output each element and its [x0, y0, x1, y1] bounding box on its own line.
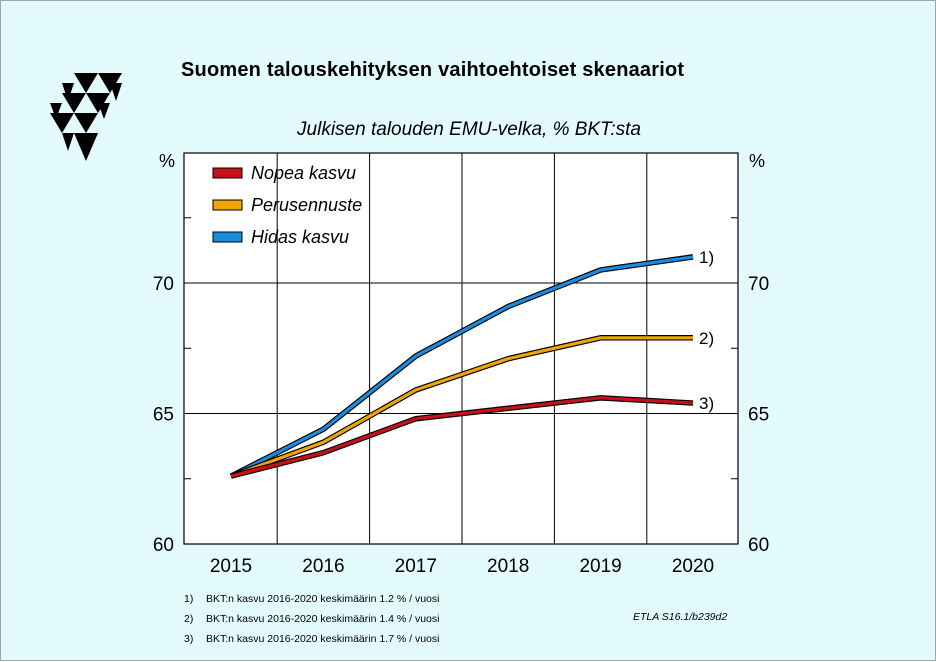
- y-tick-label-left: 70: [153, 274, 174, 295]
- series-end-label: 3): [699, 394, 714, 413]
- footnotes: 1)BKT:n kasvu 2016-2020 keskimäärin 1.2 …: [184, 589, 439, 649]
- legend-swatch: [213, 200, 242, 210]
- y-tick-label-left: 60: [153, 535, 174, 556]
- x-tick-label: 2015: [210, 556, 252, 577]
- legend-label: Hidas kasvu: [251, 227, 349, 247]
- legend-label: Nopea kasvu: [251, 163, 356, 183]
- footnote-1: 1)BKT:n kasvu 2016-2020 keskimäärin 1.2 …: [184, 589, 439, 609]
- footnote-3: 3)BKT:n kasvu 2016-2020 keskimäärin 1.7 …: [184, 629, 439, 649]
- footnote-2: 2)BKT:n kasvu 2016-2020 keskimäärin 1.4 …: [184, 609, 439, 629]
- source-note: ETLA S16.1/b239d2: [633, 611, 727, 623]
- y-tick-label-right: 60: [748, 535, 769, 556]
- y-tick-label-left: 65: [153, 405, 174, 426]
- x-tick-label: 2019: [579, 556, 621, 577]
- series-end-label: 1): [699, 248, 714, 267]
- x-tick-label: 2017: [395, 556, 437, 577]
- y-tick-label-right: 70: [748, 274, 769, 295]
- y-tick-label-right: 65: [748, 405, 769, 426]
- series-end-label: 2): [699, 329, 714, 348]
- legend-swatch: [213, 232, 242, 242]
- x-tick-label: 2016: [302, 556, 344, 577]
- legend-swatch: [213, 168, 242, 178]
- legend-label: Perusennuste: [251, 195, 362, 215]
- x-tick-label: 2018: [487, 556, 529, 577]
- x-tick-label: 2020: [672, 556, 714, 577]
